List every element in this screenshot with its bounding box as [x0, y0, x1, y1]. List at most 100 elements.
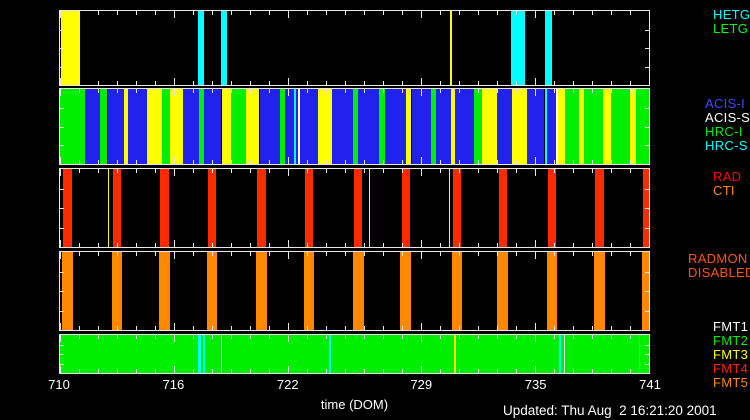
x-axis-tick: [421, 157, 422, 164]
x-axis-tick-label: 722: [276, 377, 299, 392]
timeline-segment: [300, 89, 319, 164]
x-axis-tick: [136, 369, 137, 373]
y-axis-tick: [60, 66, 64, 68]
y-axis-tick: [60, 145, 64, 147]
x-axis-tick: [497, 335, 498, 339]
x-axis-tick: [250, 252, 251, 256]
series-label-disabled: DISABLED: [688, 265, 750, 280]
y-axis-tick: [60, 188, 64, 190]
x-axis-tick: [516, 81, 517, 85]
x-axis-tick: [516, 160, 517, 164]
timeline-segment: [401, 169, 410, 247]
x-axis-tick: [573, 252, 574, 256]
x-axis-tick-label: 741: [639, 377, 661, 392]
x-axis-tick: [440, 81, 441, 85]
x-axis-tick: [592, 81, 593, 85]
x-axis-tick: [478, 326, 479, 330]
x-axis-tick: [649, 252, 650, 259]
timeline-segment: [379, 89, 385, 164]
x-axis-tick: [516, 335, 517, 339]
x-axis-tick: [421, 335, 422, 342]
x-axis-tick: [345, 81, 346, 85]
x-axis-tick-labels: 710 716 722 729 735 741: [48, 377, 661, 393]
x-axis-tick: [136, 326, 137, 330]
timeline-segment: [430, 89, 437, 164]
x-axis-tick: [117, 335, 118, 339]
timeline-segment: [99, 89, 108, 164]
x-axis-tick: [364, 252, 365, 256]
x-axis-tick: [193, 243, 194, 247]
x-axis-tick: [553, 89, 555, 93]
x-axis-tick: [516, 252, 517, 256]
x-axis-tick: [288, 335, 289, 342]
x-axis-tick: [497, 81, 498, 85]
x-axis-tick: [231, 335, 232, 339]
series-label-letg: LETG: [713, 21, 749, 36]
x-axis-tick: [611, 89, 612, 93]
x-axis-tick: [250, 81, 251, 85]
x-axis-tick: [573, 169, 574, 173]
x-axis-tick: [79, 326, 80, 330]
x-axis-tick: [174, 252, 175, 259]
x-axis-tick: [60, 169, 61, 176]
x-axis-tick: [231, 252, 232, 256]
x-axis-tick: [60, 78, 61, 85]
x-axis-tick: [288, 252, 289, 259]
timeline-segment: [111, 252, 123, 330]
x-axis-tick: [611, 369, 612, 373]
x-axis-tick: [649, 89, 650, 96]
series-label-hrc-i: HRC-I: [705, 124, 743, 139]
y-axis-tick: [60, 354, 64, 355]
timeline-segment: [527, 89, 545, 164]
x-axis-tick: [136, 89, 137, 93]
x-axis-tick: [459, 11, 460, 15]
x-axis-tick: [326, 89, 327, 93]
x-axis-tick: [174, 11, 175, 18]
timeline-segment: [563, 335, 566, 373]
x-axis-tick: [136, 335, 137, 339]
x-axis-tick: [326, 326, 327, 330]
x-axis-tick: [326, 160, 327, 164]
x-axis-tick: [117, 89, 118, 93]
x-axis-tick: [535, 335, 536, 342]
y-axis-tick: [60, 208, 64, 209]
timeline-segment: [207, 169, 217, 247]
y-axis-tick: [60, 29, 64, 31]
x-axis-tick: [60, 89, 61, 96]
x-axis-tick: [231, 326, 232, 330]
timeline-segment: [257, 169, 266, 247]
x-axis-tick: [269, 160, 270, 164]
x-axis-tick: [535, 11, 536, 18]
x-axis-tick: [212, 335, 213, 339]
timeline-segment: [246, 89, 260, 164]
timeline-segment: [123, 89, 129, 164]
timeline-segment: [547, 89, 556, 164]
x-axis-tick: [98, 369, 99, 373]
x-axis-tick: [383, 252, 384, 256]
timeline-segment: [545, 11, 553, 85]
x-axis-tick: [364, 335, 365, 339]
y-axis-tick: [60, 48, 64, 49]
timeline-segment: [368, 169, 371, 247]
x-axis-tick: [649, 157, 650, 164]
x-axis-tick: [630, 169, 631, 173]
x-axis-tick: [250, 326, 251, 330]
x-axis-tick: [117, 326, 118, 330]
x-axis-tick: [306, 243, 308, 247]
x-axis-tick: [326, 11, 327, 15]
x-axis-tick: [326, 81, 327, 85]
y-axis-tick: [645, 291, 649, 292]
x-axis-tick: [79, 169, 80, 173]
x-axis-tick: [421, 169, 422, 176]
x-axis-tick: [212, 252, 213, 256]
x-axis-tick: [592, 160, 593, 164]
x-axis-tick: [402, 243, 403, 247]
y-axis-tick: [645, 188, 649, 190]
x-axis-tick: [611, 169, 612, 173]
timeline-segment: [197, 11, 205, 85]
timeline-segment: [455, 89, 475, 164]
timeline-segment: [512, 89, 528, 164]
x-axis-tick: [79, 89, 80, 93]
y-axis-tick: [645, 363, 649, 365]
x-axis-tick: [459, 369, 460, 373]
